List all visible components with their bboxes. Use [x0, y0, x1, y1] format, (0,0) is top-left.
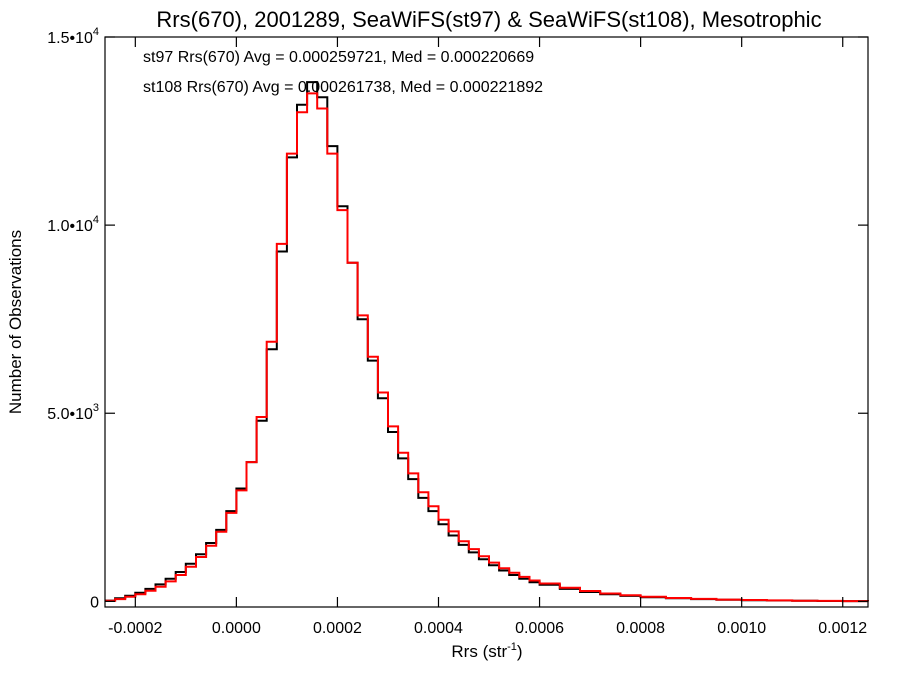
y-tick-label: 0 [90, 594, 99, 611]
st97-stats-annotation: st97 Rrs(670) Avg = 0.000259721, Med = 0… [143, 49, 534, 66]
y-axis-label: Number of Observations [6, 230, 25, 414]
x-axis-label-suffix: ) [517, 642, 523, 661]
x-tick-label: 0.0010 [717, 620, 766, 637]
x-axis-label-main: Rrs (str [451, 642, 507, 661]
x-tick-label: 0.0008 [616, 620, 665, 637]
series-0-line [105, 81, 869, 603]
y-tick-label: 5.0•103 [47, 402, 99, 423]
series-1-line [105, 92, 869, 603]
x-tick-label: 0.0006 [515, 620, 564, 637]
tick-layer: -0.0002 0.0000 0.0002 0.0004 0.0006 0.0008 0.0… [47, 26, 868, 637]
x-tick-label: 0.0000 [212, 620, 261, 637]
series-layer [105, 81, 869, 603]
x-tick-label: 0.0012 [818, 620, 867, 637]
x-tick-label: 0.0002 [313, 620, 362, 637]
plot-frame [104, 36, 869, 608]
x-tick-label: -0.0002 [108, 620, 162, 637]
chart-title: Rrs(670), 2001289, SeaWiFS(st97) & SeaWi… [156, 7, 821, 32]
x-tick-label: 0.0004 [414, 620, 463, 637]
x-axis-label-superscript: -1 [507, 641, 517, 653]
y-tick-label: 1.5•104 [47, 26, 99, 47]
y-tick-label: 1.0•104 [47, 214, 99, 235]
x-axis-label: Rrs (str-1) [451, 641, 522, 661]
st108-stats-annotation: st108 Rrs(670) Avg = 0.000261738, Med = … [143, 79, 543, 96]
